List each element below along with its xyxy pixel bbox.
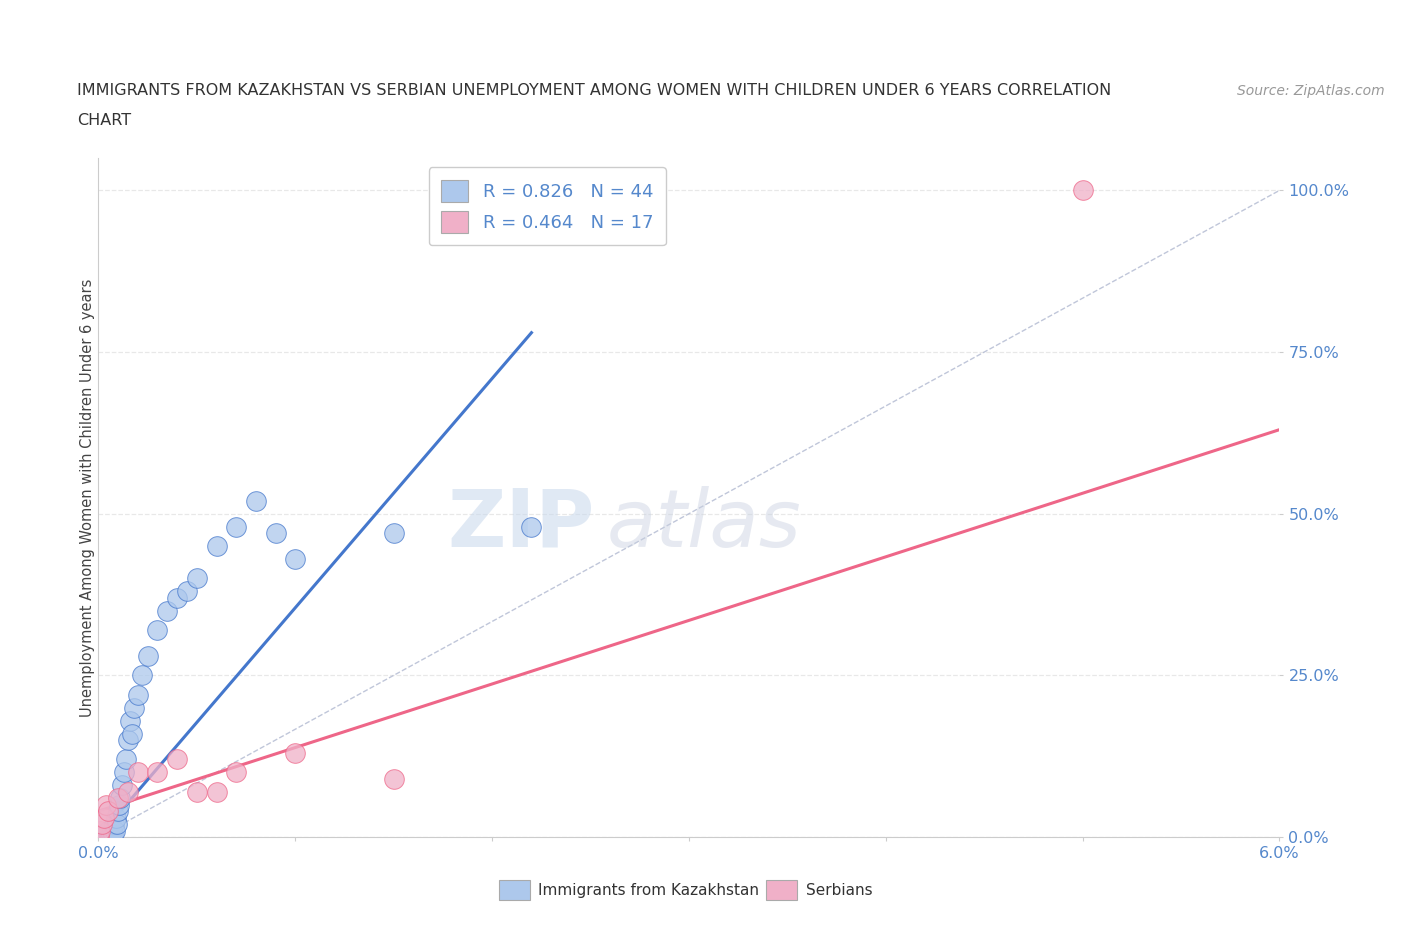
Point — [104, 823, 127, 838]
Point — [91, 830, 114, 844]
Point — [264, 525, 287, 540]
Text: CHART: CHART — [77, 113, 131, 128]
Point — [105, 817, 128, 831]
Point — [146, 623, 169, 638]
Point — [520, 519, 543, 534]
Point — [127, 687, 149, 702]
Point — [96, 827, 118, 842]
Point — [205, 538, 228, 553]
Point — [107, 804, 129, 818]
Text: Serbians: Serbians — [806, 883, 872, 897]
Point — [89, 830, 111, 844]
Point — [112, 764, 135, 779]
Point — [103, 817, 125, 831]
Text: Immigrants from Kazakhstan: Immigrants from Kazakhstan — [538, 883, 759, 897]
Point — [96, 830, 118, 844]
Point — [146, 764, 169, 779]
Text: IMMIGRANTS FROM KAZAKHSTAN VS SERBIAN UNEMPLOYMENT AMONG WOMEN WITH CHILDREN UND: IMMIGRANTS FROM KAZAKHSTAN VS SERBIAN UN… — [77, 83, 1112, 98]
Point — [131, 668, 153, 683]
Point — [91, 817, 114, 831]
Point — [122, 700, 145, 715]
Point — [382, 525, 405, 540]
Point — [121, 726, 143, 741]
Point — [96, 797, 118, 812]
Point — [166, 752, 188, 767]
Point — [111, 777, 134, 792]
Point — [186, 571, 208, 586]
Text: atlas: atlas — [606, 485, 801, 564]
Point — [117, 784, 139, 799]
Point — [205, 784, 228, 799]
Point — [93, 830, 115, 844]
Point — [94, 830, 117, 844]
Legend: R = 0.826   N = 44, R = 0.464   N = 17: R = 0.826 N = 44, R = 0.464 N = 17 — [429, 167, 666, 246]
Point — [101, 823, 124, 838]
Point — [103, 827, 125, 842]
Point — [89, 830, 111, 844]
Point — [156, 604, 179, 618]
Point — [166, 591, 188, 605]
Point — [284, 746, 307, 761]
Point — [225, 519, 247, 534]
Point — [105, 810, 128, 825]
Point — [89, 830, 111, 844]
Point — [93, 830, 115, 844]
Point — [176, 584, 198, 599]
Point — [93, 810, 115, 825]
Point — [107, 790, 129, 805]
Point — [98, 830, 121, 844]
Text: Source: ZipAtlas.com: Source: ZipAtlas.com — [1237, 84, 1385, 98]
Point — [127, 764, 149, 779]
Point — [382, 771, 405, 786]
Text: ZIP: ZIP — [447, 485, 595, 564]
Point — [284, 551, 307, 566]
Point — [108, 797, 131, 812]
Point — [225, 764, 247, 779]
Point — [108, 790, 131, 805]
Point — [186, 784, 208, 799]
Y-axis label: Unemployment Among Women with Children Under 6 years: Unemployment Among Women with Children U… — [80, 278, 94, 717]
Point — [97, 804, 120, 818]
Point — [118, 713, 141, 728]
Point — [89, 823, 111, 838]
Point — [1071, 183, 1094, 198]
Point — [100, 827, 122, 842]
Point — [98, 830, 121, 844]
Point — [136, 648, 159, 663]
Point — [97, 823, 120, 838]
Point — [90, 830, 112, 844]
Point — [117, 733, 139, 748]
Point — [115, 752, 138, 767]
Point — [245, 493, 267, 508]
